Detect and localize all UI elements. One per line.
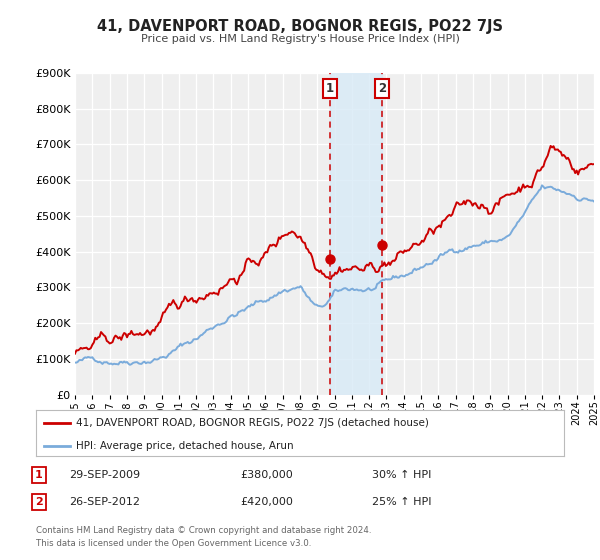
Text: 41, DAVENPORT ROAD, BOGNOR REGIS, PO22 7JS (detached house): 41, DAVENPORT ROAD, BOGNOR REGIS, PO22 7… <box>76 418 428 428</box>
Text: 25% ↑ HPI: 25% ↑ HPI <box>372 497 431 507</box>
Text: £380,000: £380,000 <box>240 470 293 480</box>
Text: HPI: Average price, detached house, Arun: HPI: Average price, detached house, Arun <box>76 441 293 451</box>
Text: £420,000: £420,000 <box>240 497 293 507</box>
Text: Price paid vs. HM Land Registry's House Price Index (HPI): Price paid vs. HM Land Registry's House … <box>140 34 460 44</box>
Text: 2: 2 <box>35 497 43 507</box>
Text: 1: 1 <box>35 470 43 480</box>
Text: 41, DAVENPORT ROAD, BOGNOR REGIS, PO22 7JS: 41, DAVENPORT ROAD, BOGNOR REGIS, PO22 7… <box>97 20 503 34</box>
Bar <box>330 73 382 395</box>
Text: 2: 2 <box>378 82 386 95</box>
Text: Contains HM Land Registry data © Crown copyright and database right 2024.: Contains HM Land Registry data © Crown c… <box>36 526 371 535</box>
Text: 26-SEP-2012: 26-SEP-2012 <box>69 497 140 507</box>
Text: 30% ↑ HPI: 30% ↑ HPI <box>372 470 431 480</box>
Text: 29-SEP-2009: 29-SEP-2009 <box>69 470 140 480</box>
Text: This data is licensed under the Open Government Licence v3.0.: This data is licensed under the Open Gov… <box>36 539 311 548</box>
Text: 1: 1 <box>326 82 334 95</box>
